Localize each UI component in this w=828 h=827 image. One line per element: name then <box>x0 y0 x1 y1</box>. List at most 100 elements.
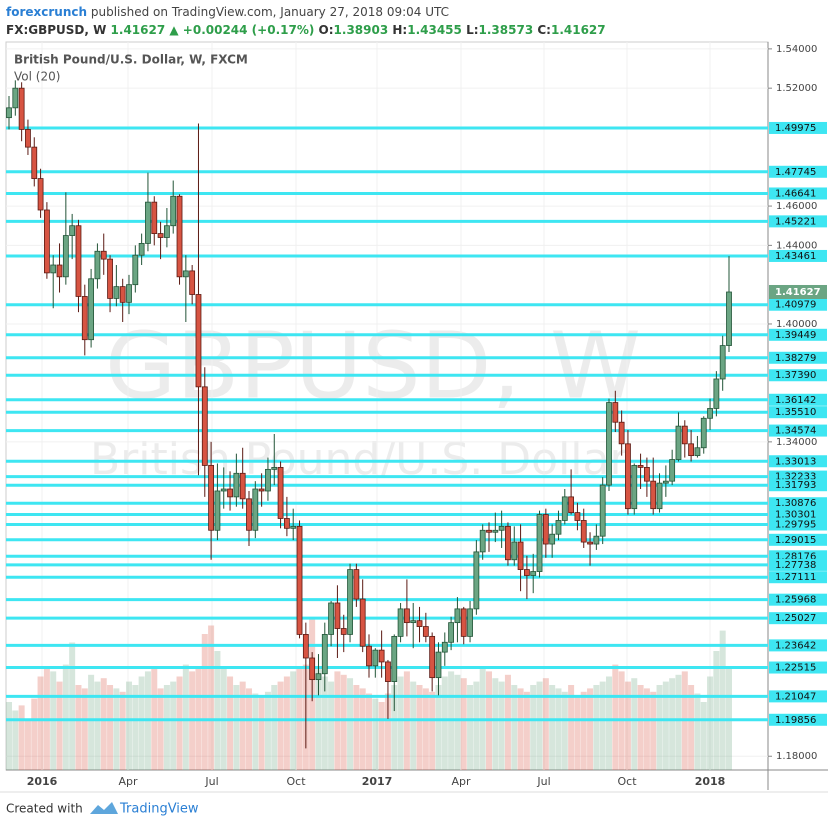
volume-bar <box>37 676 44 770</box>
level-label: 1.22515 <box>775 663 816 674</box>
volume-bar <box>555 688 562 770</box>
level-label: 1.27738 <box>775 560 816 571</box>
candle-body <box>113 286 120 299</box>
candle-body <box>37 178 44 211</box>
candle-body <box>340 628 347 635</box>
x-tick-label: Apr <box>451 775 471 788</box>
volume-bar <box>277 681 284 770</box>
level-label-bg <box>769 369 827 382</box>
candle-body <box>6 107 12 119</box>
volume-bar <box>252 693 259 770</box>
volume-bar <box>366 693 372 770</box>
level-label-bg <box>769 497 827 510</box>
volume-bar <box>18 705 25 770</box>
volume-bar <box>568 685 575 770</box>
volume-bar <box>517 688 524 770</box>
volume-bar <box>467 685 474 770</box>
level-label-bg <box>769 165 827 178</box>
y-tick-label: 1.34000 <box>776 437 817 448</box>
volume-bar <box>454 674 461 770</box>
volume-bar <box>100 678 107 770</box>
candle-body <box>81 296 88 341</box>
candle-body <box>176 195 183 278</box>
candle-body <box>707 408 713 419</box>
level-label-bg <box>769 249 827 262</box>
candle-body <box>492 529 499 533</box>
candle-body <box>252 488 259 531</box>
volume-bar <box>523 691 530 770</box>
candle-body <box>378 649 385 663</box>
candle-body <box>612 402 619 423</box>
volume-bar <box>201 634 208 770</box>
candle-body <box>265 468 271 492</box>
candle-body <box>523 569 530 576</box>
candle-body <box>62 235 69 278</box>
volume-bar <box>340 674 347 770</box>
volume-bar <box>182 664 189 770</box>
candle-body <box>681 425 688 445</box>
watermark: GBPUSD, W <box>105 312 641 419</box>
x-tick-label: 2016 <box>27 775 58 788</box>
volume-bar <box>675 674 682 770</box>
volume-bar <box>498 681 505 770</box>
level-label: 1.40979 <box>775 300 816 311</box>
level-label: 1.30876 <box>775 498 816 509</box>
volume-bar <box>176 676 183 770</box>
candle-body <box>549 533 556 545</box>
volume-bar <box>372 698 379 770</box>
candle-body <box>189 270 196 295</box>
candle-body <box>353 569 360 600</box>
candle-body <box>422 626 429 637</box>
volume-bar <box>624 681 631 770</box>
volume-bar <box>119 691 126 770</box>
volume-bar <box>561 691 568 770</box>
candle-body <box>145 201 151 244</box>
volume-bar <box>347 678 354 770</box>
candle-body <box>359 598 366 647</box>
level-label-bg <box>769 351 827 364</box>
candle-body <box>208 465 215 531</box>
volume-bar <box>631 678 638 770</box>
footer-brand[interactable]: TradingView <box>119 802 199 817</box>
volume-bar <box>530 685 537 770</box>
volume-bar <box>31 698 38 770</box>
candle-body <box>700 417 707 449</box>
volume-bar <box>214 651 221 770</box>
level-label: 1.28176 <box>775 551 816 562</box>
volume-bar <box>587 688 594 770</box>
candle-body <box>555 520 562 535</box>
candle-body <box>599 484 606 537</box>
candle-body <box>688 443 695 457</box>
candle-body <box>467 608 473 637</box>
candle-body <box>328 602 335 635</box>
volume-bar <box>258 695 265 770</box>
volume-bar <box>599 681 606 770</box>
level-label-bg <box>769 121 827 134</box>
volume-bar <box>359 688 366 770</box>
volume-bar <box>107 685 114 770</box>
candle-body <box>618 421 625 445</box>
level-label: 1.31793 <box>775 480 816 491</box>
candle-body <box>403 608 410 624</box>
level-label-bg <box>769 187 827 200</box>
volume-bar <box>283 676 290 770</box>
volume-bar <box>24 719 31 770</box>
candle-body <box>271 467 278 470</box>
candle-body <box>290 525 297 529</box>
volume-bar <box>233 685 240 770</box>
candle-body <box>31 146 38 179</box>
ohlc-value: 1.41627 <box>551 23 606 37</box>
volume-bar <box>662 681 669 770</box>
volume-bar <box>113 688 120 770</box>
level-label: 1.27111 <box>775 572 816 583</box>
candle-body <box>347 569 353 635</box>
volume-bar <box>606 676 612 770</box>
volume-bar <box>157 688 164 770</box>
volume-bar <box>328 681 335 770</box>
candle-body <box>656 482 663 510</box>
candle-body <box>69 225 76 236</box>
volume-bar <box>637 685 644 770</box>
volume-bar <box>422 688 429 770</box>
candle-body <box>119 286 126 303</box>
candle-body <box>233 472 240 498</box>
